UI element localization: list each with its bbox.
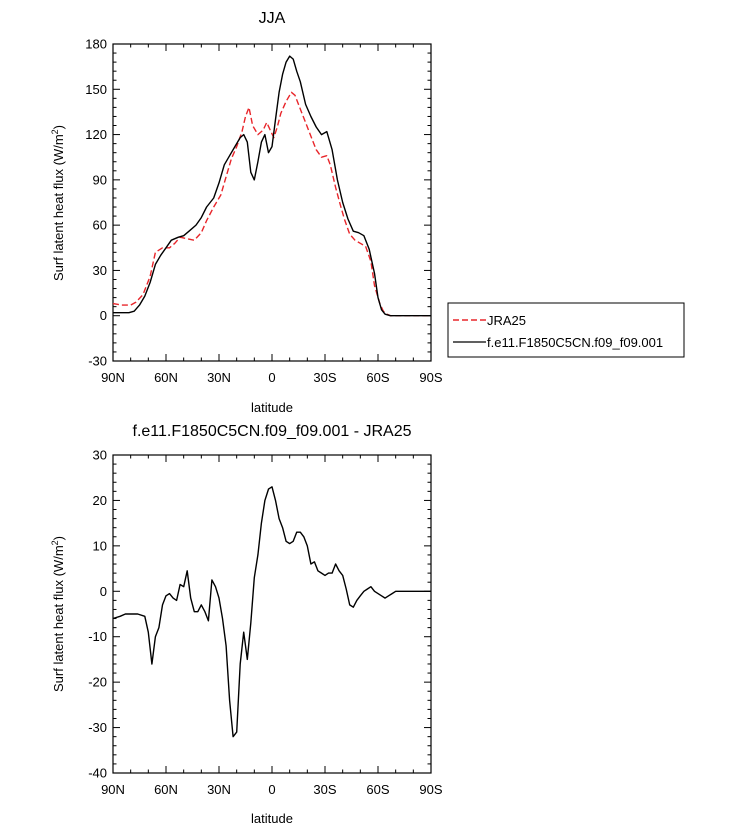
difference-y-tick-label: -30	[88, 720, 107, 735]
mean-x-tick-label: 90S	[419, 370, 442, 385]
mean-y-tick-label: 30	[93, 263, 107, 278]
mean-x-tick-label: 30N	[207, 370, 231, 385]
difference-y-tick-label: -10	[88, 629, 107, 644]
difference-x-tick-label: 60S	[366, 782, 389, 797]
mean-x-tick-label: 60S	[366, 370, 389, 385]
mean-chart-panel: JJA -30 0 30 60 90 120 150 180 90N 60N 30N 0 30S 60S 9…	[50, 10, 443, 415]
mean-series-line-0	[112, 91, 431, 317]
difference-y-tick-label: 0	[100, 584, 107, 599]
difference-x-axis-title: latitude	[251, 811, 293, 826]
difference-y-tick-label: -20	[88, 675, 107, 690]
difference-x-tick-label: 30N	[207, 782, 231, 797]
legend-box	[447, 302, 685, 358]
difference-x-tick-label: 0	[268, 782, 275, 797]
mean-y-tick-label: 120	[85, 127, 107, 142]
difference-y-tick-label: 10	[93, 538, 107, 553]
difference-y-tick-label: -40	[88, 766, 107, 781]
difference-x-tick-label: 90N	[101, 782, 125, 797]
mean-y-tick-label: 90	[93, 172, 107, 187]
mean-y-tick-label: 180	[85, 37, 107, 52]
mean-x-axis-title: latitude	[251, 400, 293, 415]
mean-y-tick-label: 150	[85, 82, 107, 97]
mean-series-line-1	[113, 55, 431, 317]
difference-x-tick-label: 60N	[154, 782, 178, 797]
difference-chart-panel: f.e11.F1850C5CN.f09_f09.001 - JRA25 -40 -…	[50, 423, 443, 826]
mean-x-tick-label: 0	[268, 370, 275, 385]
mean-x-tick-label: 30S	[313, 370, 336, 385]
legend: JRA25 f.e11.F1850C5CN.f09_f09.001	[447, 302, 685, 358]
mean-x-tick-label: 90N	[101, 370, 125, 385]
difference-y-tick-label: 20	[93, 493, 107, 508]
legend-label-model: f.e11.F1850C5CN.f09_f09.001	[487, 335, 663, 350]
difference-x-tick-label: 90S	[419, 782, 442, 797]
mean-x-tick-label: 60N	[154, 370, 178, 385]
legend-label-jra25: JRA25	[487, 313, 526, 328]
mean-chart-title: JJA	[259, 10, 286, 27]
difference-series-line-0	[112, 486, 431, 738]
mean-y-tick-label: 60	[93, 218, 107, 233]
difference-y-axis-title: Surf latent heat flux (W/m2)	[50, 536, 66, 692]
difference-chart-title: f.e11.F1850C5CN.f09_f09.001 - JRA25	[133, 423, 412, 440]
mean-plot-frame	[112, 43, 432, 362]
mean-y-axis-title: Surf latent heat flux (W/m2)	[50, 125, 66, 281]
mean-y-tick-label: -30	[88, 354, 107, 369]
difference-y-tick-label: 30	[93, 448, 107, 463]
difference-x-tick-label: 30S	[313, 782, 336, 797]
mean-y-tick-label: 0	[100, 308, 107, 323]
